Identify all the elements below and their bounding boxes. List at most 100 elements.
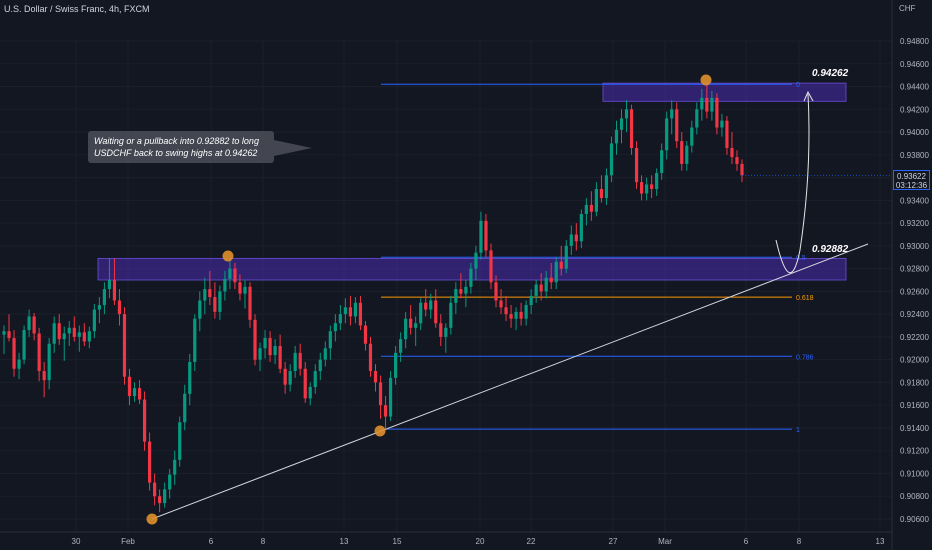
time-tick-label: 6 <box>744 537 749 546</box>
candle-body <box>203 289 207 301</box>
last-price: 0.93622 <box>897 172 926 181</box>
candle-body <box>740 163 744 176</box>
candle-body <box>283 368 287 385</box>
price-tick-label: 0.94400 <box>900 83 929 92</box>
callout-note: Waiting or a pullback into 0.92882 to lo… <box>88 131 274 163</box>
projection-arrow <box>775 93 810 273</box>
candle-body <box>258 348 262 360</box>
candle-body <box>233 268 237 283</box>
candle-body <box>685 145 689 164</box>
candle-body <box>730 147 734 158</box>
candle-body <box>228 268 232 279</box>
fib-level-label: 0.786 <box>796 354 814 361</box>
candle-body <box>77 332 81 337</box>
price-tick-label: 0.91800 <box>900 378 929 387</box>
price-tick-label: 0.92000 <box>900 356 929 365</box>
axis-currency: CHF <box>899 4 916 13</box>
candle-body <box>37 333 41 372</box>
candle-body <box>444 327 448 337</box>
candle-body <box>419 302 423 324</box>
candle-body <box>47 343 51 381</box>
candle-body <box>484 220 488 251</box>
candle-body <box>17 359 21 369</box>
trendline <box>151 243 869 520</box>
fib-level-label: 1 <box>796 427 800 434</box>
candle-body <box>213 297 217 312</box>
price-tick-label: 0.93400 <box>900 196 929 205</box>
time-tick-label: 6 <box>209 537 214 546</box>
candle-body <box>67 327 71 334</box>
last-price-badge: 0.93622 03:12:36 <box>893 170 930 190</box>
candle-body <box>725 120 729 148</box>
candle-body <box>614 129 619 144</box>
candle-body <box>198 300 202 319</box>
candle-body <box>42 371 46 381</box>
entry-price-label: 0.92882 <box>812 244 849 255</box>
candle-body <box>97 305 101 310</box>
candle-body <box>388 377 393 417</box>
candle-body <box>278 346 282 369</box>
candle-body <box>263 338 267 349</box>
candle-body <box>193 318 197 362</box>
candle-body <box>474 252 478 269</box>
candle-body <box>238 282 242 294</box>
candle-body <box>102 289 107 306</box>
candle-body <box>178 422 182 460</box>
candle-body <box>142 399 147 442</box>
candle-body <box>368 343 373 372</box>
candle-body <box>454 289 458 303</box>
bar-countdown: 03:12:36 <box>895 181 928 190</box>
candle-body <box>629 109 634 148</box>
swing-marker <box>374 425 386 437</box>
candle-body <box>273 346 277 356</box>
candle-body <box>2 331 6 335</box>
candle-body <box>383 405 388 417</box>
candle-body <box>494 282 498 301</box>
candle-body <box>378 382 383 406</box>
candle-body <box>27 316 31 331</box>
candle-body <box>624 109 629 119</box>
candle-body <box>323 348 327 360</box>
supply-demand-zones <box>97 82 847 281</box>
candle-body <box>373 371 378 383</box>
candle-body <box>243 286 247 294</box>
candle-body <box>122 314 127 377</box>
candle-body <box>52 323 56 344</box>
candle-body <box>449 302 453 328</box>
candle-body <box>675 109 679 142</box>
candle-body <box>12 338 16 369</box>
callout-tail <box>274 140 312 156</box>
candle-body <box>439 323 443 337</box>
candle-body <box>137 388 142 400</box>
time-tick-label: 20 <box>476 537 485 546</box>
swing-marker <box>146 513 158 525</box>
price-tick-label: 0.92600 <box>900 287 929 296</box>
price-tick-label: 0.93800 <box>900 151 929 160</box>
time-tick-label: 30 <box>72 537 81 546</box>
time-tick-label: 13 <box>876 537 885 546</box>
price-tick-label: 0.94200 <box>900 105 929 114</box>
candle-body <box>569 234 573 246</box>
candle-body <box>293 352 297 372</box>
price-axis[interactable]: 0.94800 0.94600 0.94400 0.94200 0.94000 0.938… <box>891 0 929 550</box>
price-tick-label: 0.91200 <box>900 447 929 456</box>
candle-body <box>524 305 528 319</box>
candle-body <box>82 332 86 342</box>
candle-body <box>549 277 553 283</box>
candle-body <box>343 307 347 315</box>
candle-body <box>705 97 709 112</box>
candle-body <box>414 323 418 328</box>
candle-body <box>424 302 428 310</box>
candle-body <box>489 250 493 283</box>
trendline-segment <box>151 243 869 520</box>
swing-marker <box>222 250 234 262</box>
candle-body <box>544 277 548 292</box>
candle-body <box>634 147 639 183</box>
candle-body <box>127 376 132 397</box>
candle-body <box>188 361 192 394</box>
time-axis[interactable]: 30 Feb 6 8 13 15 20 22 27 Mar 6 8 13 <box>0 531 892 546</box>
candle-body <box>554 261 558 283</box>
candle-body <box>459 289 463 294</box>
overlay-annotations: 0.94262 0.92882 <box>146 68 892 525</box>
